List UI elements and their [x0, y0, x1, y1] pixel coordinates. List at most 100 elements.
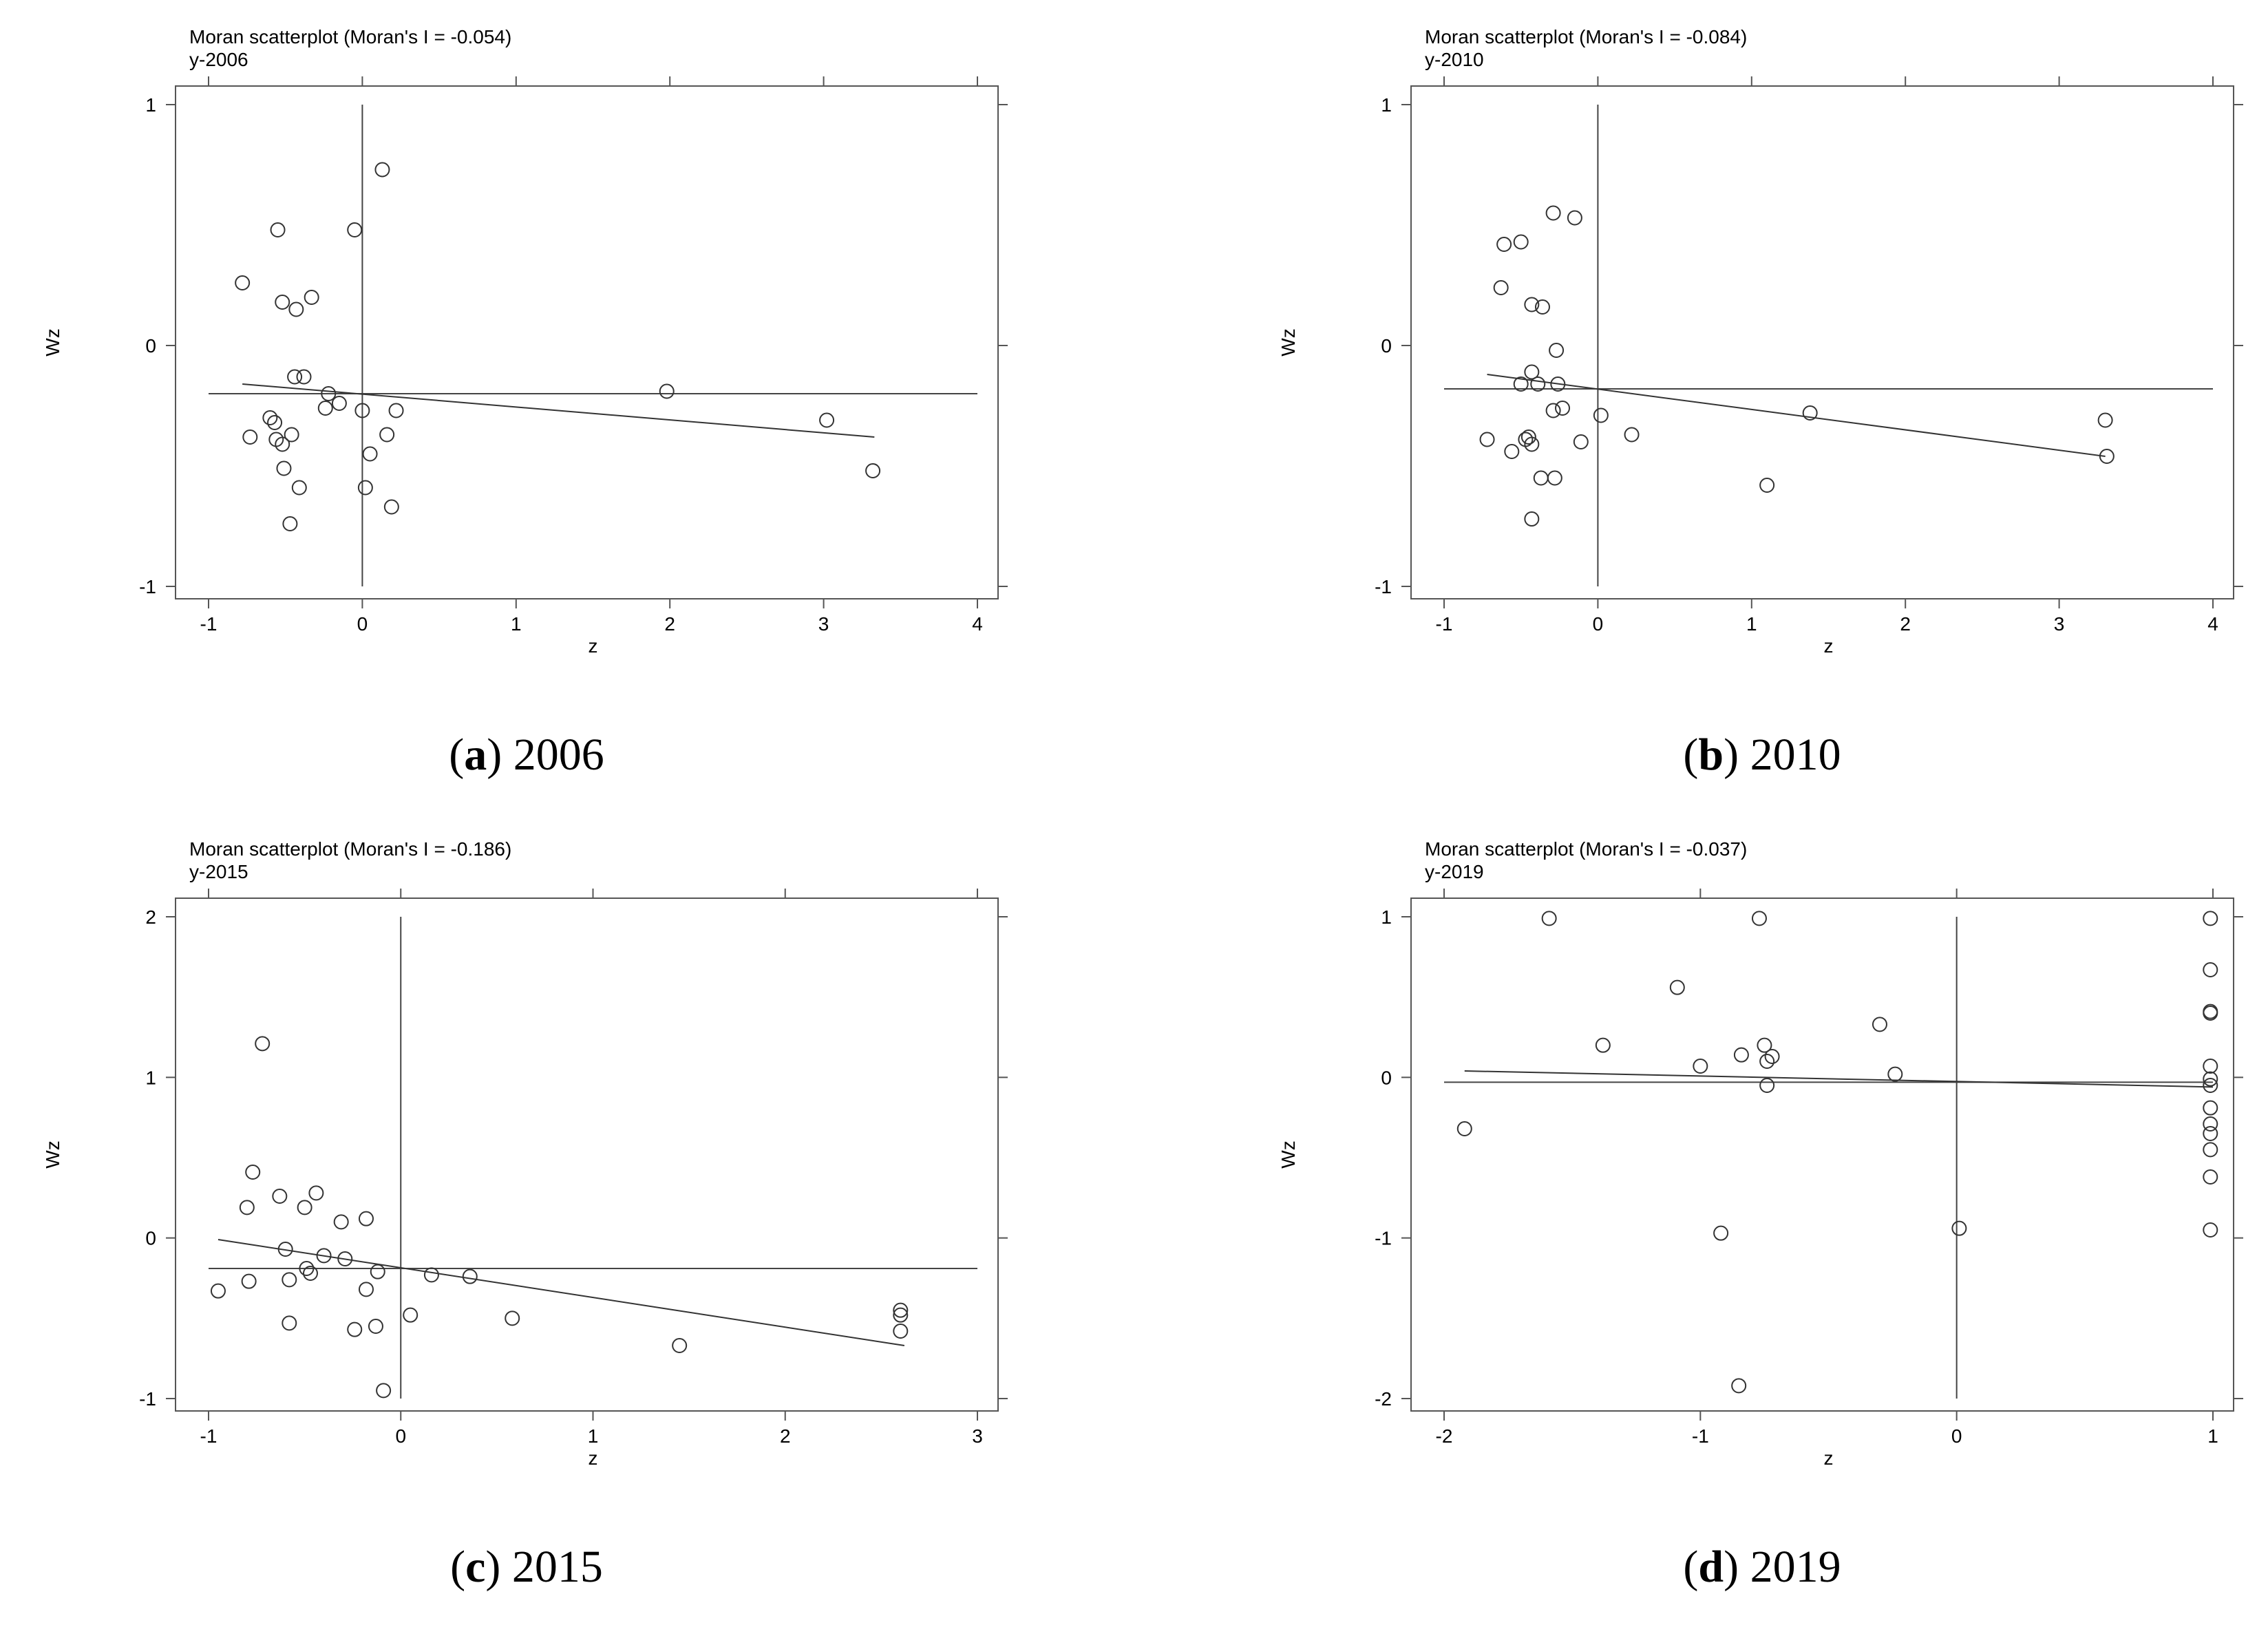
data-point	[1456, 1121, 1472, 1136]
chart-title: Moran scatterplot (Moran's I = -0.186)	[189, 838, 511, 860]
y-tick-label: 1	[145, 1067, 156, 1088]
plot-frame	[175, 85, 999, 599]
data-point	[2203, 1078, 2218, 1093]
data-point	[462, 1268, 478, 1284]
chart-panel-b: Moran scatterplot (Moran's I = -0.084)y-…	[1278, 26, 2243, 780]
data-point	[1479, 432, 1495, 447]
data-point	[362, 446, 378, 462]
data-point	[291, 480, 307, 496]
x-tick-label: 0	[1951, 1425, 1962, 1447]
chart-title: Moran scatterplot (Moran's I = -0.084)	[1425, 26, 1747, 47]
data-point	[423, 1267, 439, 1283]
data-point	[242, 429, 258, 445]
data-point	[299, 1261, 315, 1276]
x-tick-label: 2	[1900, 613, 1911, 635]
data-point	[1751, 911, 1767, 926]
y-tick-label: 1	[1381, 906, 1392, 928]
data-point	[1545, 403, 1561, 418]
data-point	[2203, 911, 2218, 926]
data-point	[1513, 234, 1529, 250]
data-point	[262, 410, 278, 425]
data-point	[316, 1248, 332, 1264]
fit-line	[1464, 1070, 2214, 1088]
data-point	[1872, 1017, 1887, 1032]
data-point	[388, 403, 404, 418]
y-tick-label: -1	[139, 576, 156, 597]
plot-frame	[1410, 898, 2234, 1412]
x-tick-label: 3	[2054, 613, 2065, 635]
data-point	[235, 275, 251, 290]
x-tick-label: 2	[780, 1425, 791, 1447]
plot-frame	[175, 898, 999, 1412]
data-point	[1534, 299, 1550, 315]
data-point	[337, 1251, 353, 1266]
x-tick-label: 1	[511, 613, 522, 635]
x-tick-label: 3	[972, 1425, 983, 1447]
data-point	[659, 383, 675, 399]
data-point	[358, 1211, 374, 1226]
y-tick-label: 0	[145, 335, 156, 357]
data-point	[275, 436, 290, 452]
data-point	[2203, 1142, 2218, 1158]
data-point	[1524, 364, 1540, 380]
data-point	[376, 1383, 392, 1399]
y-tick-label: 1	[145, 94, 156, 116]
data-point	[1496, 237, 1512, 252]
data-point	[2203, 1126, 2218, 1141]
data-point	[317, 401, 333, 416]
data-point	[282, 516, 298, 531]
data-point	[1504, 444, 1520, 459]
x-tick-label: -1	[1436, 613, 1453, 635]
chart-panel-d: Moran scatterplot (Moran's I = -0.037)y-…	[1278, 838, 2243, 1592]
data-point	[1624, 427, 1640, 443]
data-point	[1764, 1049, 1780, 1064]
data-point	[287, 369, 303, 385]
data-point	[1693, 1059, 1708, 1074]
data-point	[1887, 1066, 1903, 1082]
data-point	[893, 1302, 909, 1318]
data-point	[2203, 1222, 2218, 1238]
data-point	[1545, 205, 1561, 221]
data-point	[1802, 405, 1818, 421]
y-tick-label: 0	[1381, 335, 1392, 357]
y-axis-label: Wz	[1278, 1140, 1299, 1168]
data-point	[303, 1266, 319, 1281]
data-point	[308, 1185, 324, 1201]
data-point	[1573, 434, 1589, 449]
data-point	[368, 1319, 383, 1334]
x-tick-label: 4	[2207, 613, 2218, 635]
y-tick-label: 0	[1381, 1067, 1392, 1088]
data-point	[275, 295, 290, 310]
data-point	[403, 1307, 418, 1323]
data-point	[1757, 1037, 1772, 1053]
x-tick-label: 0	[357, 613, 368, 635]
x-tick-label: -2	[1436, 1425, 1453, 1447]
y-tick-label: -1	[1375, 1228, 1392, 1249]
y-tick-label: -1	[1375, 576, 1392, 597]
x-axis-label: z	[1824, 635, 1834, 657]
data-point	[893, 1307, 909, 1323]
data-point	[1513, 376, 1529, 392]
data-point	[272, 1189, 288, 1204]
x-tick-label: 1	[2207, 1425, 2218, 1447]
data-point	[1567, 210, 1582, 226]
data-point	[1549, 343, 1565, 358]
data-point	[245, 1165, 261, 1180]
data-point	[1595, 1037, 1611, 1053]
data-point	[370, 1264, 385, 1279]
data-point	[1951, 1220, 1967, 1236]
data-point	[284, 427, 299, 443]
data-point	[2203, 962, 2218, 977]
x-tick-label: -1	[1692, 1425, 1709, 1447]
data-point	[1759, 1054, 1775, 1069]
x-axis-label: z	[589, 635, 598, 657]
data-point	[347, 1321, 363, 1337]
data-point	[2203, 1006, 2218, 1021]
x-tick-label: 4	[972, 613, 983, 635]
y-axis-label: Wz	[1278, 328, 1299, 356]
plot-frame	[1410, 85, 2234, 599]
data-point	[2203, 1059, 2218, 1074]
data-point	[1524, 511, 1540, 527]
x-tick-label: 1	[1746, 613, 1757, 635]
